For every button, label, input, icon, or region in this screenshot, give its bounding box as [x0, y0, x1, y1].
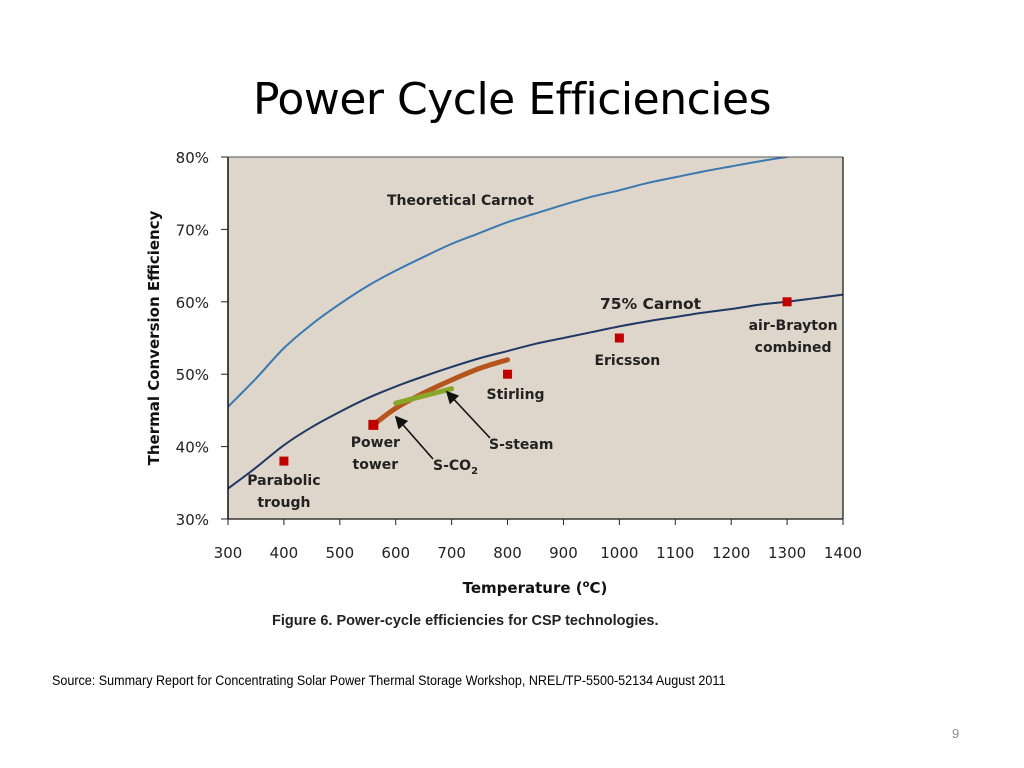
y-tick-label: 30% [176, 511, 209, 529]
point-label: Power [351, 435, 400, 451]
data-point-ericsson [614, 333, 624, 343]
data-point-power-tower [368, 419, 379, 430]
point-label: air-Brayton [749, 318, 838, 334]
s-co2-arrow [394, 415, 434, 460]
series-line-s-co2 [393, 386, 455, 406]
x-tick-label: 500 [325, 544, 354, 562]
x-tick-label: 300 [214, 544, 243, 562]
y-axis-title: Thermal Conversion Efficiency [145, 210, 163, 465]
data-point-parabolic-trough [279, 456, 289, 466]
point-label: combined [755, 340, 832, 356]
series-line-75-carnot [228, 293, 843, 490]
plot-area [228, 157, 843, 519]
point-label: Ericsson [594, 353, 660, 369]
y-tick-label: 70% [176, 221, 209, 239]
x-tick-label: 1300 [768, 544, 806, 562]
x-tick-label: 700 [437, 544, 466, 562]
figure-caption: Figure 6. Power-cycle efficiencies for C… [272, 613, 659, 629]
data-point-stirling [503, 369, 513, 379]
source-citation: Source: Summary Report for Concentrating… [52, 673, 726, 688]
s-steam-label: S-steam [489, 437, 553, 453]
x-tick-label: 400 [270, 544, 299, 562]
efficiency-chart: 300 400 500 600 700 800 900 1000 1100 1200 1300 140… [145, 149, 862, 629]
theoretical-carnot-label: Theoretical Carnot [387, 193, 534, 209]
carnot-75-label: 75% Carnot [600, 295, 702, 313]
point-label: Stirling [487, 387, 545, 403]
page-number: 9 [952, 726, 960, 741]
x-tick-label: 600 [381, 544, 410, 562]
s-co2-label: S-CO2 [433, 458, 478, 477]
x-tick-label: 1100 [656, 544, 694, 562]
y-tick-label: 40% [176, 439, 209, 457]
point-label: trough [257, 495, 310, 511]
x-tick-label: 1200 [712, 544, 750, 562]
series-line-theoretical-carnot [228, 157, 789, 408]
y-tick-label: 60% [176, 294, 209, 312]
series-line-s-steam [370, 357, 511, 428]
x-tick-label: 800 [493, 544, 522, 562]
point-label: Parabolic [247, 473, 320, 489]
s-steam-arrow [445, 390, 491, 439]
x-tick-label: 1400 [824, 544, 862, 562]
y-tick-label: 80% [176, 149, 209, 167]
slide-title: Power Cycle Efficiencies [252, 74, 772, 125]
x-axis-title: Temperature (oC) [463, 579, 608, 597]
x-tick-label: 1000 [600, 544, 638, 562]
point-label: tower [353, 457, 399, 473]
x-tick-label: 900 [549, 544, 578, 562]
y-tick-label: 50% [176, 366, 209, 384]
data-point-air-brayton-combined [782, 297, 792, 307]
